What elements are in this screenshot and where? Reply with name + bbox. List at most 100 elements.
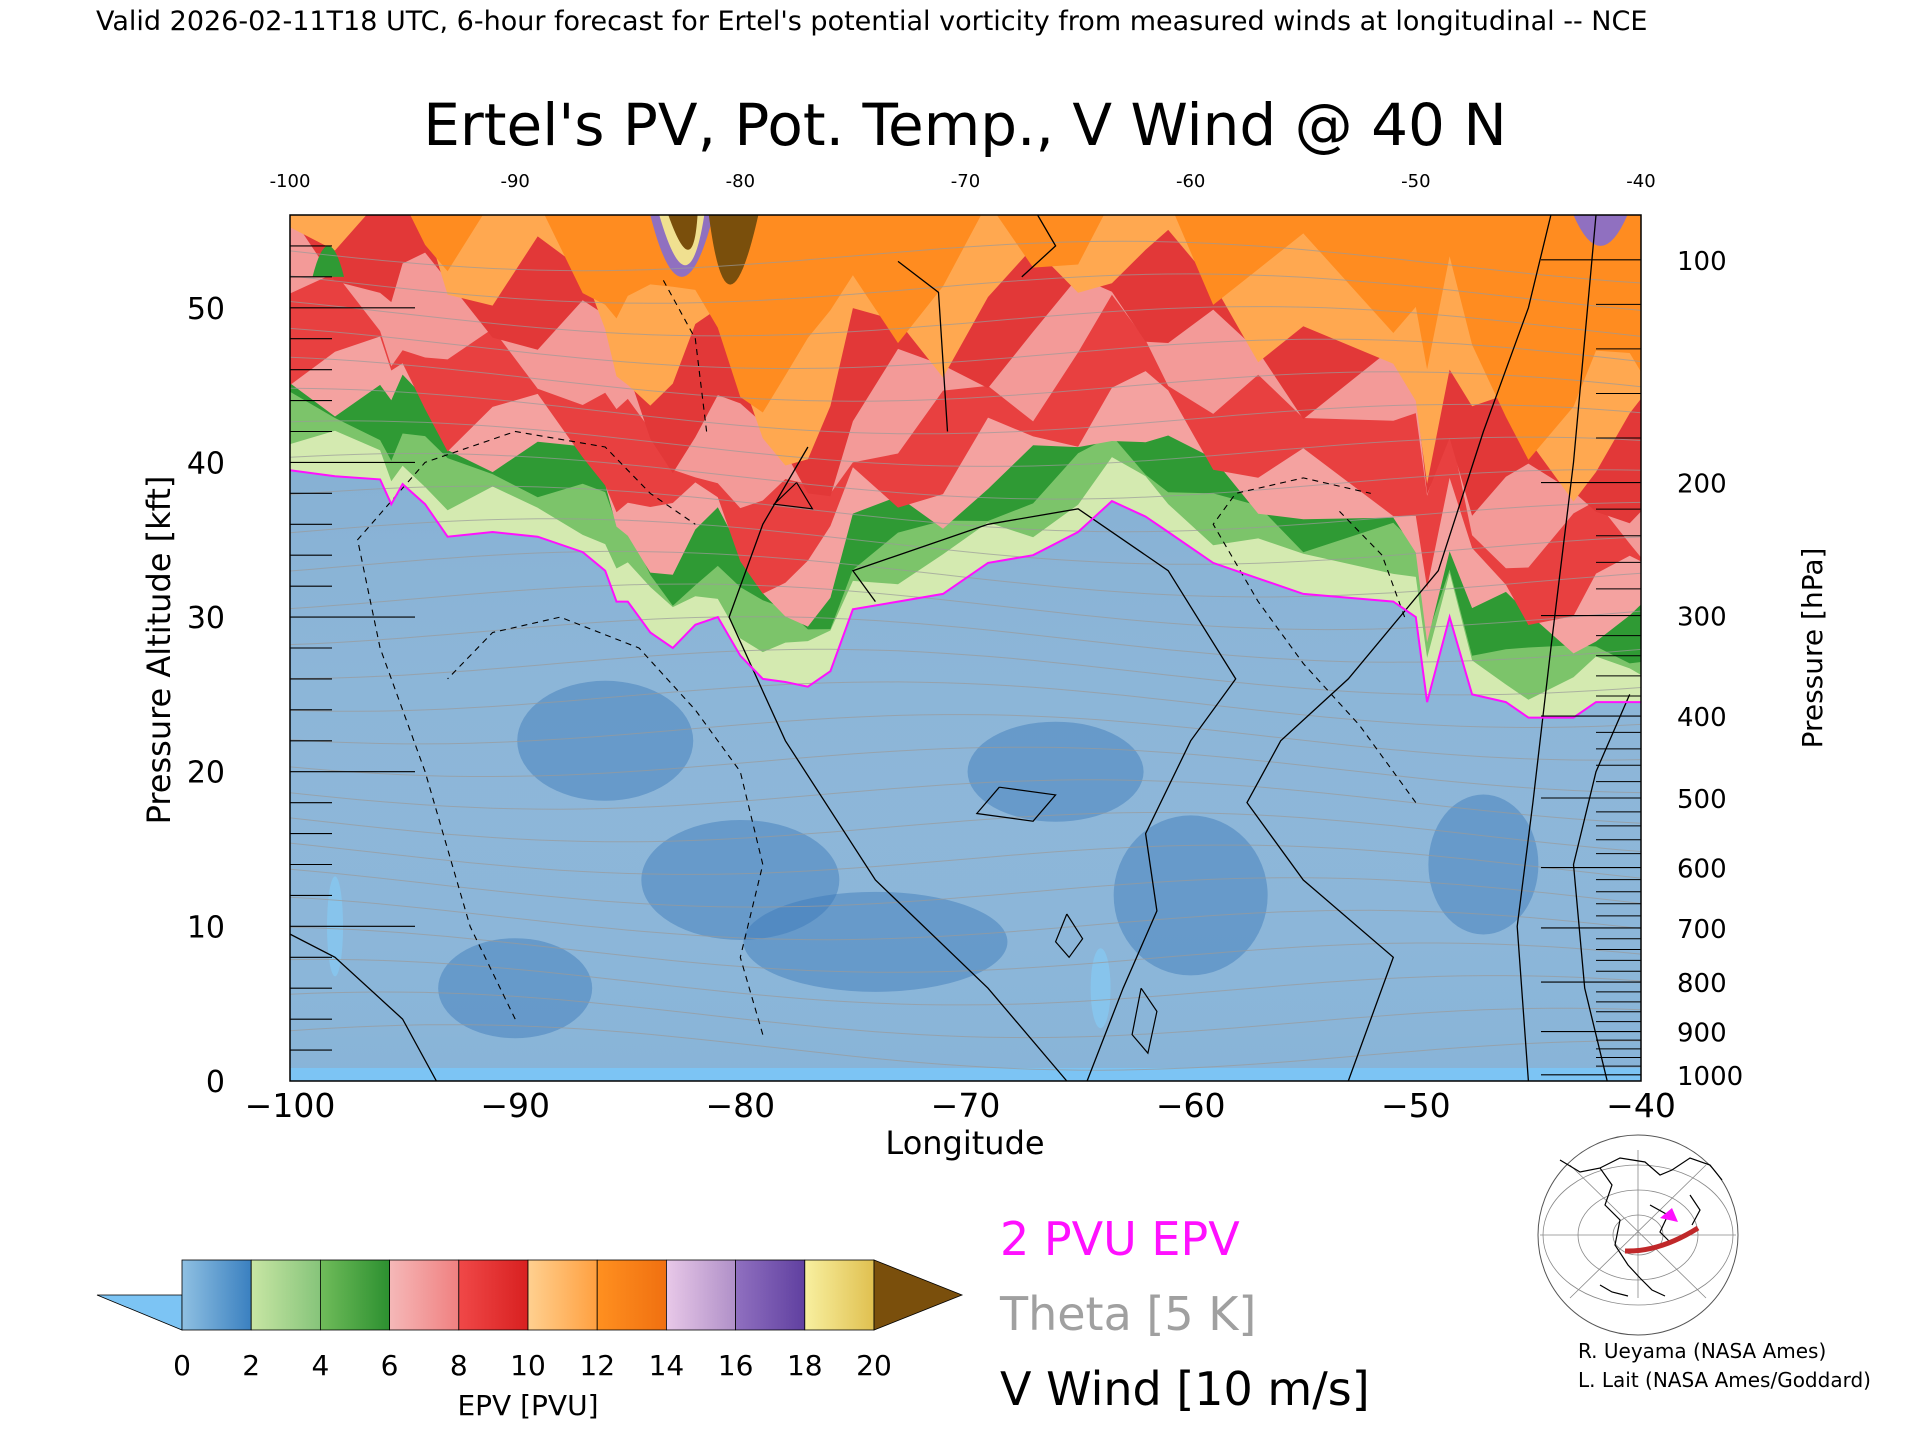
chart-title: Ertel's PV, Pot. Temp., V Wind @ 40 N xyxy=(423,91,1506,159)
colorbar-label: EPV [PVU] xyxy=(457,1389,598,1422)
credit-line-2: L. Lait (NASA Ames/Goddard) xyxy=(1578,1368,1871,1392)
pressure-tick-label: 800 xyxy=(1677,969,1727,999)
legend-theta: Theta [5 K] xyxy=(999,1287,1256,1341)
colorbar-tick-label: 14 xyxy=(649,1349,685,1382)
pv-feature xyxy=(312,245,345,277)
dark-blue-region xyxy=(967,721,1144,822)
top-tick-label: -50 xyxy=(1401,171,1430,192)
colorbar-tick-label: 16 xyxy=(718,1349,754,1382)
top-tick-label: -60 xyxy=(1176,171,1205,192)
theta-contour xyxy=(290,926,1641,973)
wind-contour xyxy=(1021,215,1057,278)
top-tick-label: -70 xyxy=(951,171,980,192)
inset-globe-outline xyxy=(1537,1134,1739,1336)
dark-blue-region xyxy=(1428,794,1539,935)
colorbar-tick-label: 12 xyxy=(579,1349,615,1382)
stratosphere-bands xyxy=(290,215,1641,718)
v-wind-contours xyxy=(290,215,1631,1081)
legend-epv: 2 PVU EPV xyxy=(1000,1212,1240,1266)
colorbar-over-arrow xyxy=(873,1259,964,1331)
colorbar: 0 2 4 6 8 10 12 14 16 18 20 EPV [PVU] xyxy=(96,1259,964,1422)
pressure-tick-label: 900 xyxy=(1677,1019,1727,1049)
wind-contour xyxy=(728,446,1068,1081)
y-tick-label: 50 xyxy=(187,292,225,327)
light-blue-region xyxy=(1090,948,1111,1029)
legend: 2 PVU EPV Theta [5 K] V Wind [10 m/s] xyxy=(999,1212,1370,1416)
colorbar-band xyxy=(596,1259,667,1331)
pressure-tick-label: 400 xyxy=(1677,703,1727,733)
top-tick-labels: -100 -90 -80 -70 -60 -50 -40 xyxy=(270,171,1656,192)
wind-contour xyxy=(1572,694,1631,1081)
x-axis-label: Longitude xyxy=(885,1124,1044,1162)
pv-feature xyxy=(1573,215,1628,246)
theta-contour xyxy=(290,485,1641,533)
y-axis-label: Pressure Altitude [kft] xyxy=(140,476,178,825)
colorbar-band xyxy=(735,1259,806,1331)
y-tick-label: 40 xyxy=(187,446,225,481)
wind-contour-dashed xyxy=(357,430,696,1020)
theta-contour xyxy=(290,958,1641,1006)
y2-axis-label: Pressure [hPa] xyxy=(1796,548,1829,749)
colorbar-band xyxy=(181,1259,252,1331)
colorbar-band xyxy=(458,1259,529,1331)
colorbar-tick-label: 2 xyxy=(242,1349,260,1382)
credit-line-1: R. Ueyama (NASA Ames) xyxy=(1578,1339,1826,1363)
theta-contour xyxy=(290,812,1641,852)
x-tick-label: −70 xyxy=(931,1086,1001,1125)
pv-feature xyxy=(708,215,759,285)
colorbar-band xyxy=(804,1259,875,1331)
theta-contour xyxy=(290,420,1641,467)
x-tick-labels: −100 −90 −80 −70 −60 −50 −40 xyxy=(245,1086,1676,1125)
theta-contour xyxy=(290,746,1641,794)
inset-map xyxy=(1537,1134,1739,1336)
top-tick-label: -40 xyxy=(1626,171,1655,192)
theta-contour xyxy=(290,327,1641,370)
theta-contour xyxy=(290,616,1641,663)
wind-contour-dashed xyxy=(447,616,764,1035)
inset-graticule xyxy=(1540,1150,1736,1306)
colorbar-tick-label: 10 xyxy=(510,1349,546,1382)
forecast-header: Valid 2026-02-11T18 UTC, 6-hour forecast… xyxy=(96,6,1647,37)
wind-contour-closed xyxy=(772,482,814,510)
right-pressure-ticks xyxy=(1541,259,1641,1076)
pv-feature xyxy=(668,215,698,250)
wind-contour xyxy=(1246,215,1552,1081)
x-tick-label: −100 xyxy=(245,1086,336,1125)
theta-contour xyxy=(290,779,1641,824)
theta-contour xyxy=(290,356,1641,402)
theta-contour xyxy=(290,453,1641,500)
wind-contour xyxy=(290,933,437,1081)
colorbar-band xyxy=(250,1259,321,1331)
dark-blue-region xyxy=(438,938,593,1039)
x-tick-label: −40 xyxy=(1606,1086,1676,1125)
colorbar-band xyxy=(389,1259,460,1331)
colorbar-band xyxy=(527,1259,598,1331)
pressure-tick-label: 200 xyxy=(1677,470,1727,500)
x-tick-label: −60 xyxy=(1156,1086,1226,1125)
theta-contour xyxy=(290,681,1641,729)
wind-contour-closed xyxy=(1131,987,1158,1055)
colorbar-bands xyxy=(181,1259,875,1331)
x-tick-label: −80 xyxy=(706,1086,776,1125)
colorbar-tick-label: 8 xyxy=(450,1349,468,1382)
dark-blue-region xyxy=(1113,815,1268,976)
top-tick-label: -80 xyxy=(726,171,755,192)
pressure-tick-label: 100 xyxy=(1677,247,1727,277)
theta-contour xyxy=(290,868,1641,908)
x-tick-label: −50 xyxy=(1381,1086,1451,1125)
colorbar-under-arrow xyxy=(96,1294,183,1331)
left-minor-ticks xyxy=(290,245,415,1082)
theta-contour xyxy=(290,583,1641,631)
y-tick-labels: 0 10 20 30 40 50 xyxy=(187,292,225,1100)
colorbar-tick-label: 6 xyxy=(381,1349,399,1382)
theta-contour xyxy=(290,648,1641,696)
two-pvu-contour xyxy=(290,469,1641,719)
wind-contour-closed xyxy=(1054,913,1084,959)
top-tick-label: -100 xyxy=(270,171,311,192)
wind-contour-closed xyxy=(975,786,1057,822)
pressure-tick-label: 500 xyxy=(1677,785,1727,815)
inset-coastlines xyxy=(1559,1157,1723,1297)
theta-contours xyxy=(290,240,1641,1071)
